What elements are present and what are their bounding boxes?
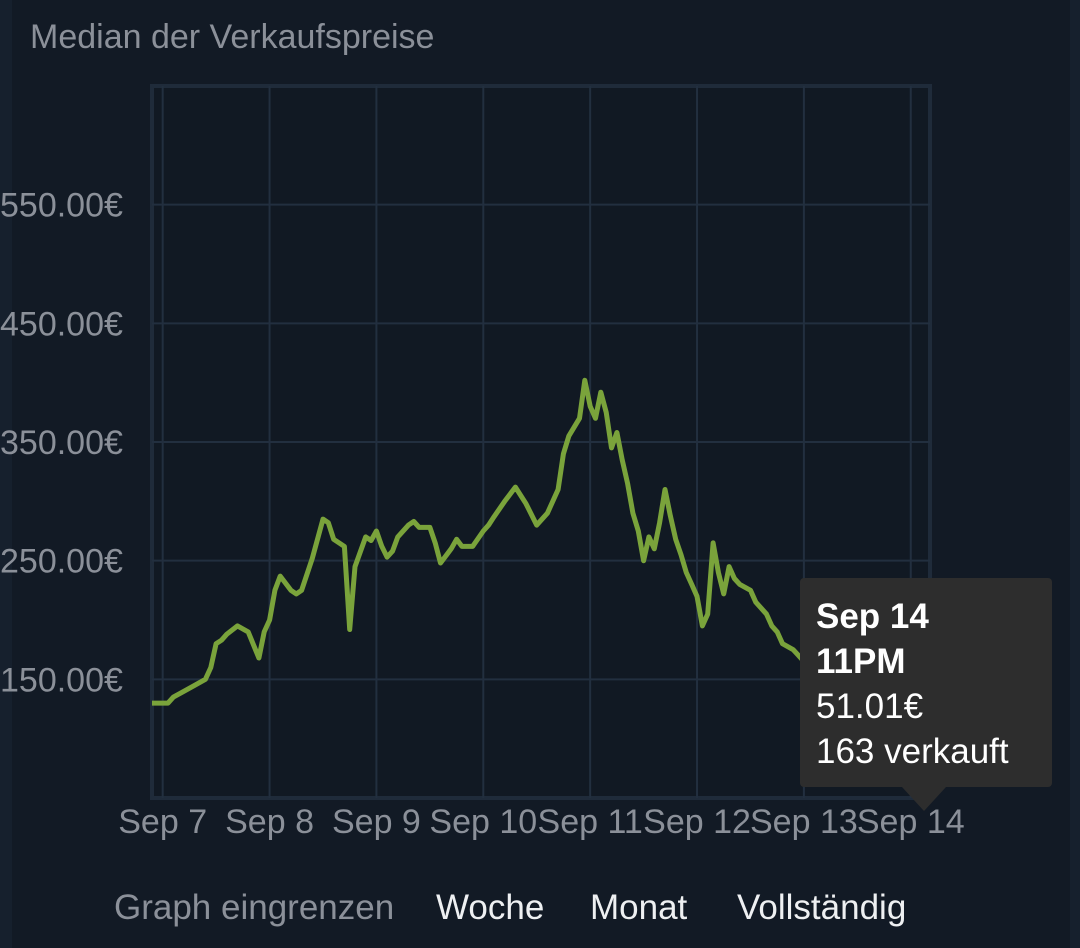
x-tick-label: Sep 12	[643, 803, 751, 841]
tooltip-time: 11PM	[816, 642, 906, 681]
price-series-line	[152, 377, 860, 753]
left-edge	[0, 0, 12, 948]
tooltip-arrow	[902, 787, 946, 811]
tooltip-date: Sep 14	[816, 597, 929, 636]
y-tick-label: 450.00€	[0, 305, 123, 343]
zoom-month-button[interactable]: Monat	[590, 888, 688, 927]
x-tick-label: Sep 7	[118, 803, 207, 841]
x-tick-label: Sep 8	[225, 803, 314, 841]
y-tick-label: 350.00€	[0, 424, 123, 462]
y-tick-label: 150.00€	[0, 661, 123, 699]
tooltip-price: 51.01€	[816, 687, 924, 726]
x-tick-label: Sep 10	[429, 803, 537, 841]
zoom-all-button[interactable]: Vollständig	[737, 888, 907, 927]
x-tick-label: Sep 11	[538, 803, 643, 841]
chart-title: Median der Verkaufspreise	[30, 18, 435, 56]
right-edge	[1070, 0, 1080, 948]
y-tick-label: 550.00€	[0, 187, 123, 225]
y-tick-label: 250.00€	[0, 543, 123, 581]
zoom-week-button[interactable]: Woche	[436, 888, 545, 927]
tooltip-sold: 163 verkauft	[816, 732, 1009, 771]
x-tick-label: Sep 13	[750, 803, 858, 841]
zoom-label: Graph eingrenzen	[114, 888, 395, 927]
zoom-bar: Graph eingrenzen Woche Monat Vollständig	[0, 884, 1080, 934]
chart-tooltip: Sep 14 11PM 51.01€ 163 verkauft	[800, 578, 1052, 787]
x-tick-label: Sep 9	[332, 803, 421, 841]
